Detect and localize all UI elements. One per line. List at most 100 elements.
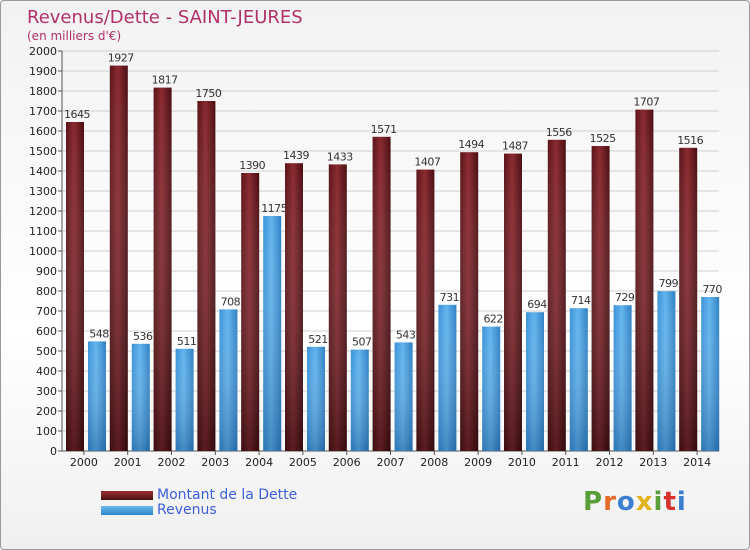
x-tick-label: 2004 bbox=[245, 456, 273, 469]
bar-dette-shade bbox=[416, 169, 435, 451]
y-tick-label: 1600 bbox=[29, 125, 57, 138]
y-tick-label: 900 bbox=[36, 265, 57, 278]
x-tick-label: 2007 bbox=[377, 456, 405, 469]
bar-revenus-shade bbox=[657, 291, 676, 451]
label-dette: 1390 bbox=[239, 159, 265, 172]
bar-dette-shade bbox=[153, 87, 172, 451]
y-tick-label: 200 bbox=[36, 405, 57, 418]
y-tick-label: 1100 bbox=[29, 225, 57, 238]
bar-dette-shade bbox=[635, 109, 654, 451]
x-tick-label: 2009 bbox=[464, 456, 492, 469]
bar-revenus-shade bbox=[131, 343, 150, 451]
y-tick-label: 800 bbox=[36, 285, 57, 298]
bar-dette-shade bbox=[372, 136, 391, 452]
legend-item-dette: Montant de la Dette bbox=[101, 487, 298, 503]
x-tick-label: 2006 bbox=[333, 456, 361, 469]
y-tick-label: 100 bbox=[36, 425, 57, 438]
x-tick-label: 2014 bbox=[683, 456, 711, 469]
y-tick-label: 1400 bbox=[29, 165, 57, 178]
x-tick-label: 2011 bbox=[552, 456, 580, 469]
y-tick-label: 300 bbox=[36, 385, 57, 398]
bar-revenus-shade bbox=[482, 326, 501, 451]
y-tick-label: 1500 bbox=[29, 145, 57, 158]
chart-title: Revenus/Dette - SAINT-JEURES bbox=[27, 7, 303, 28]
y-tick-label: 1000 bbox=[29, 245, 57, 258]
x-tick-label: 2008 bbox=[420, 456, 448, 469]
label-revenus: 708 bbox=[221, 295, 241, 308]
bar-revenus-shade bbox=[88, 341, 106, 451]
bar-dette-shade bbox=[285, 163, 303, 451]
label-dette: 1927 bbox=[108, 52, 134, 65]
y-tick-label: 0 bbox=[50, 445, 57, 458]
label-revenus: 543 bbox=[396, 328, 416, 341]
legend-swatch-revenus bbox=[101, 505, 153, 515]
x-tick-label: 2003 bbox=[201, 456, 229, 469]
label-dette: 1433 bbox=[327, 150, 353, 163]
label-revenus: 1175 bbox=[261, 202, 287, 215]
bar-dette-shade bbox=[109, 65, 128, 451]
bar-revenus-shade bbox=[613, 305, 632, 451]
label-revenus: 731 bbox=[440, 291, 460, 304]
legend-label-revenus: Revenus bbox=[157, 502, 217, 518]
y-tick-label: 1900 bbox=[29, 65, 57, 78]
chart-subtitle: (en milliers d'€) bbox=[27, 29, 122, 43]
x-tick-label: 2012 bbox=[596, 456, 624, 469]
label-dette: 1494 bbox=[458, 138, 484, 151]
label-revenus: 770 bbox=[702, 283, 722, 296]
x-tick-label: 2010 bbox=[508, 456, 536, 469]
bar-revenus-shade bbox=[307, 346, 325, 451]
label-dette: 1750 bbox=[195, 87, 221, 100]
label-dette: 1439 bbox=[283, 149, 309, 162]
y-tick-label: 400 bbox=[36, 365, 57, 378]
bar-dette-shade bbox=[504, 153, 522, 451]
label-revenus: 536 bbox=[133, 330, 153, 343]
logo-letter: P bbox=[583, 487, 604, 517]
x-tick-label: 2005 bbox=[289, 456, 317, 469]
y-tick-label: 700 bbox=[36, 305, 57, 318]
logo-letter: i bbox=[653, 487, 664, 517]
label-revenus: 622 bbox=[483, 313, 503, 326]
bar-dette-shade bbox=[197, 101, 216, 451]
bar-dette-shade bbox=[328, 164, 347, 451]
label-revenus: 714 bbox=[571, 294, 591, 307]
legend-swatch-dette bbox=[101, 490, 153, 500]
y-tick-label: 1800 bbox=[29, 85, 57, 98]
label-revenus: 694 bbox=[527, 298, 547, 311]
label-revenus: 511 bbox=[177, 335, 197, 348]
bar-revenus-shade bbox=[394, 342, 413, 451]
label-revenus: 548 bbox=[89, 327, 109, 340]
label-dette: 1407 bbox=[414, 156, 440, 169]
bar-dette-shade bbox=[66, 122, 84, 451]
bar-revenus-shade bbox=[219, 309, 238, 451]
label-revenus: 521 bbox=[308, 333, 328, 346]
label-revenus: 729 bbox=[615, 291, 635, 304]
y-tick-label: 1300 bbox=[29, 185, 57, 198]
y-tick-label: 1700 bbox=[29, 105, 57, 118]
bar-dette-shade bbox=[679, 147, 698, 452]
label-dette: 1525 bbox=[590, 132, 616, 145]
logo-letter: x bbox=[635, 487, 654, 517]
bar-revenus-shade bbox=[701, 297, 720, 451]
bar-revenus-shade bbox=[526, 312, 544, 451]
bar-revenus-shade bbox=[569, 308, 588, 451]
x-tick-label: 2002 bbox=[158, 456, 186, 469]
x-tick-label: 2013 bbox=[639, 456, 667, 469]
logo-letter: o bbox=[616, 487, 636, 517]
bar-dette-shade bbox=[591, 146, 610, 451]
label-dette: 1487 bbox=[502, 140, 528, 153]
label-dette: 1645 bbox=[64, 108, 90, 121]
y-tick-label: 2000 bbox=[29, 45, 57, 58]
bar-revenus-shade bbox=[350, 349, 369, 451]
label-revenus: 507 bbox=[352, 336, 372, 349]
x-tick-label: 2000 bbox=[70, 456, 98, 469]
bar-revenus-shade bbox=[438, 304, 457, 451]
y-tick-label: 1200 bbox=[29, 205, 57, 218]
bar-dette-shade bbox=[241, 173, 260, 451]
x-tick-label: 2001 bbox=[114, 456, 142, 469]
logo-letter: t bbox=[663, 487, 677, 517]
bar-revenus-shade bbox=[263, 216, 282, 451]
label-revenus: 799 bbox=[659, 277, 679, 290]
legend-label-dette: Montant de la Dette bbox=[157, 487, 298, 503]
